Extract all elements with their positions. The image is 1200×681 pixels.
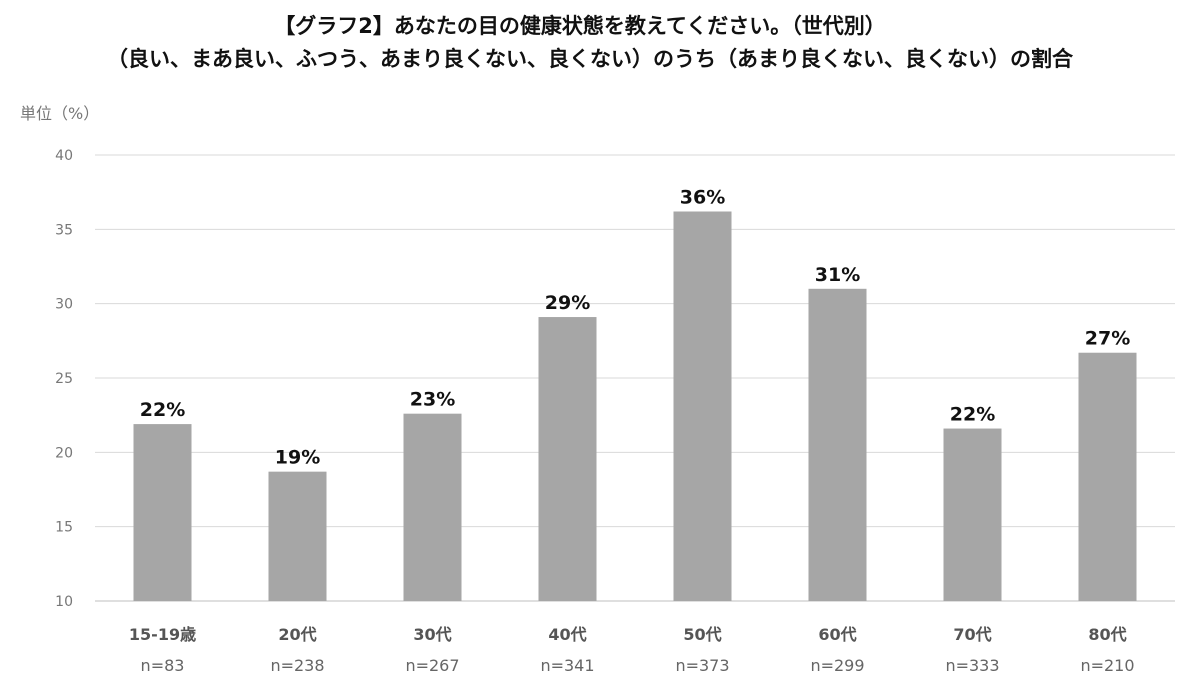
sample-size-label: n=299 (810, 656, 864, 675)
bar (268, 471, 327, 601)
sample-size-label: n=333 (945, 656, 999, 675)
y-tick-label: 40 (55, 148, 73, 164)
data-label: 31% (815, 264, 860, 286)
x-tick-label: 70代 (953, 625, 991, 644)
data-label: 22% (950, 404, 995, 426)
data-label: 29% (545, 292, 590, 314)
y-tick-label: 10 (55, 594, 73, 610)
sample-size-label: n=210 (1080, 656, 1134, 675)
x-tick-label: 15-19歳 (129, 625, 196, 644)
bar (943, 428, 1002, 601)
x-tick-label: 30代 (413, 625, 451, 644)
chart-subtitle: （良い、まあ良い、ふつう、あまり良くない、良くない）のうち（あまり良くない、良く… (107, 47, 1073, 71)
x-tick-label: 20代 (278, 625, 316, 644)
bar (808, 288, 867, 601)
x-tick-label: 80代 (1088, 625, 1126, 644)
y-tick-label: 20 (55, 445, 73, 461)
sample-size-label: n=238 (270, 656, 324, 675)
bar (1078, 352, 1137, 601)
bar (403, 413, 462, 601)
sample-size-label: n=341 (540, 656, 594, 675)
chart-title: 【グラフ2】あなたの目の健康状態を教えてください。（世代別） (274, 14, 886, 38)
bar (538, 317, 597, 601)
data-label: 36% (680, 186, 725, 208)
x-tick-label: 60代 (818, 625, 856, 644)
x-tick-label: 50代 (683, 625, 721, 644)
y-tick-label: 35 (55, 222, 73, 238)
y-tick-label: 25 (55, 371, 73, 387)
sample-size-label: n=83 (141, 656, 185, 675)
bar (673, 211, 732, 601)
data-label: 22% (140, 399, 185, 421)
x-tick-label: 40代 (548, 625, 586, 644)
data-label: 19% (275, 447, 320, 469)
data-label: 23% (410, 389, 455, 411)
y-tick-label: 15 (55, 520, 73, 536)
sample-size-label: n=373 (675, 656, 729, 675)
y-tick-label: 30 (55, 297, 73, 313)
y-axis-label: 単位（%） (20, 104, 100, 123)
data-label: 27% (1085, 328, 1130, 350)
bar (133, 424, 192, 601)
sample-size-label: n=267 (405, 656, 459, 675)
